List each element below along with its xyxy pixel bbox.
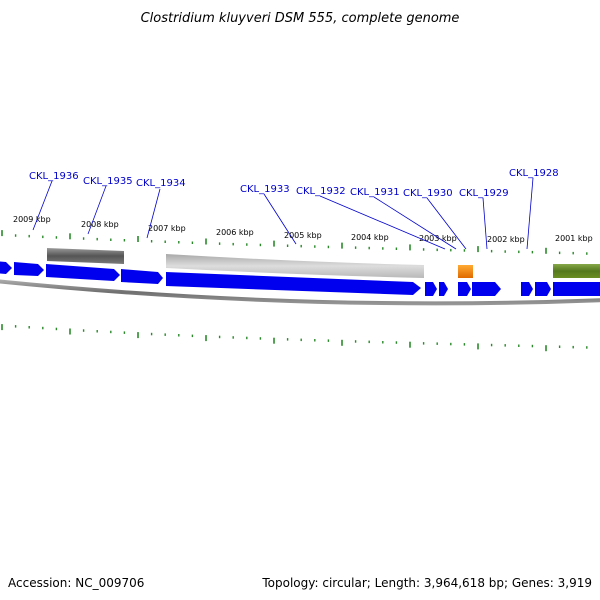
gene-label[interactable]: CKL_1930 xyxy=(403,188,453,199)
kbp-label: 2007 kbp xyxy=(148,224,186,233)
genome-summary-text: Topology: circular; Length: 3,964,618 bp… xyxy=(261,576,592,590)
inner-tick-marks xyxy=(1,324,588,352)
gene-label[interactable]: CKL_1928 xyxy=(509,168,559,179)
gene-label[interactable]: CKL_1932 xyxy=(296,186,346,197)
feature-orange xyxy=(458,265,473,278)
gene-label[interactable]: CKL_1934 xyxy=(136,178,186,189)
genome-title: Clostridium kluyveri DSM 555, complete g… xyxy=(141,11,460,26)
leader-line xyxy=(32,180,53,231)
leader-line xyxy=(146,188,161,239)
leader-line xyxy=(526,177,534,250)
leader-line xyxy=(319,195,446,250)
gene-arrow xyxy=(14,262,44,276)
forward-gene-track xyxy=(0,261,600,296)
gene-labels: CKL_1936 CKL_1935 CKL_1934 CKL_1933 CKL_… xyxy=(29,168,559,199)
feature-dark-gray xyxy=(47,248,124,264)
gene-arrow xyxy=(458,282,471,296)
leader-line xyxy=(373,196,457,250)
gene-label-leaders xyxy=(32,177,534,250)
feature-olive xyxy=(553,264,600,278)
gene-arrow xyxy=(121,269,163,284)
leader-line xyxy=(482,197,488,250)
kbp-label: 2004 kbp xyxy=(351,233,389,242)
gene-arrow xyxy=(535,282,551,296)
feature-light-gray xyxy=(166,254,424,278)
kbp-label: 2006 kbp xyxy=(216,228,254,237)
kbp-labels: 2009 kbp 2008 kbp 2007 kbp 2006 kbp 2005… xyxy=(13,215,593,244)
gene-label[interactable]: CKL_1933 xyxy=(240,184,290,195)
gene-arrow xyxy=(0,261,12,274)
kbp-label: 2009 kbp xyxy=(13,215,51,224)
gene-arrow xyxy=(166,272,421,295)
leader-line xyxy=(87,185,107,235)
outer-tick-marks xyxy=(1,230,588,255)
gene-label[interactable]: CKL_1931 xyxy=(350,187,400,198)
gene-arrow xyxy=(46,264,120,281)
kbp-label: 2008 kbp xyxy=(81,220,119,229)
gene-label[interactable]: CKL_1935 xyxy=(83,176,133,187)
kbp-label: 2001 kbp xyxy=(555,234,593,243)
accession-text: Accession: NC_009706 xyxy=(8,576,144,590)
gene-arrow xyxy=(521,282,533,296)
gene-arrow xyxy=(553,282,600,296)
gene-arrow xyxy=(439,282,448,296)
gene-label[interactable]: CKL_1936 xyxy=(29,171,79,182)
kbp-label: 2002 kbp xyxy=(487,235,525,244)
kbp-label: 2005 kbp xyxy=(284,231,322,240)
gene-arrow xyxy=(472,282,501,296)
kbp-label: 2003 kbp xyxy=(419,234,457,243)
leader-line xyxy=(263,193,297,245)
genome-backbone xyxy=(0,279,600,306)
gene-arrow xyxy=(425,282,437,296)
leader-line xyxy=(426,197,467,250)
gene-label[interactable]: CKL_1929 xyxy=(459,188,509,199)
